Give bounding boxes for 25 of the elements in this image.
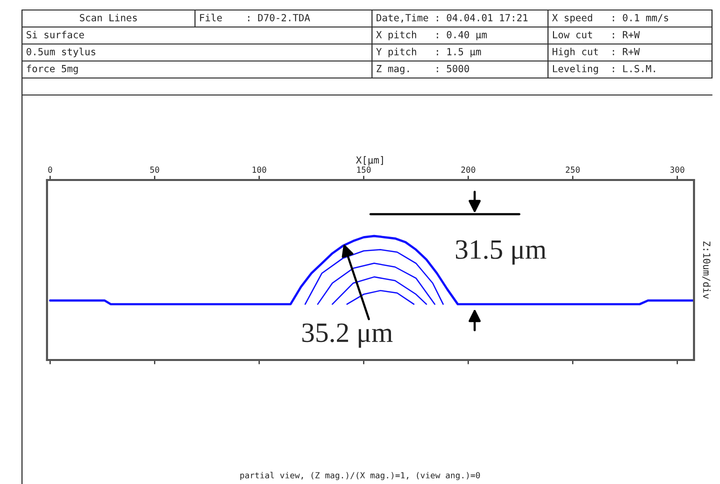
text: Leveling : L.S.M. <box>553 64 656 74</box>
x-tick-label: 300 <box>670 166 684 173</box>
text: Date,Time : 04.04.01 17:21 <box>376 14 528 23</box>
text: Z mag. : 5000 <box>376 64 470 74</box>
text: 0.5um stylus <box>26 48 96 58</box>
annotation: 31.5 μm <box>456 240 546 265</box>
x-tick-label: 150 <box>357 166 371 173</box>
text: File : D70-2.TDA <box>200 14 310 22</box>
text: X pitch : 0.40 μm <box>376 30 487 40</box>
text: X speed : 0.1 mm/s <box>552 14 668 24</box>
text: force 5mg <box>26 64 78 74</box>
text: High cut : R+W <box>552 48 640 58</box>
x-tick-label: 0 <box>48 166 52 173</box>
x-tick-label: 250 <box>566 166 580 173</box>
text: Y pitch : 1.5 μm <box>376 48 481 58</box>
text: Scan Lines <box>80 14 137 22</box>
x-tick-label: 50 <box>150 166 160 173</box>
x-tick-label: 100 <box>252 166 266 173</box>
x-axis-title: X[μm] <box>356 156 383 166</box>
x-tick-label: 200 <box>461 166 476 173</box>
text: partial view, (Z mag.)/(X mag.)=1, (view ang.)=0 <box>240 472 480 480</box>
text: Si surface <box>26 30 84 38</box>
y-axis-title: Z:10um/div <box>702 241 711 299</box>
text: Low cut : R+W <box>553 31 640 38</box>
annotation: 35.2 μm <box>302 323 393 348</box>
